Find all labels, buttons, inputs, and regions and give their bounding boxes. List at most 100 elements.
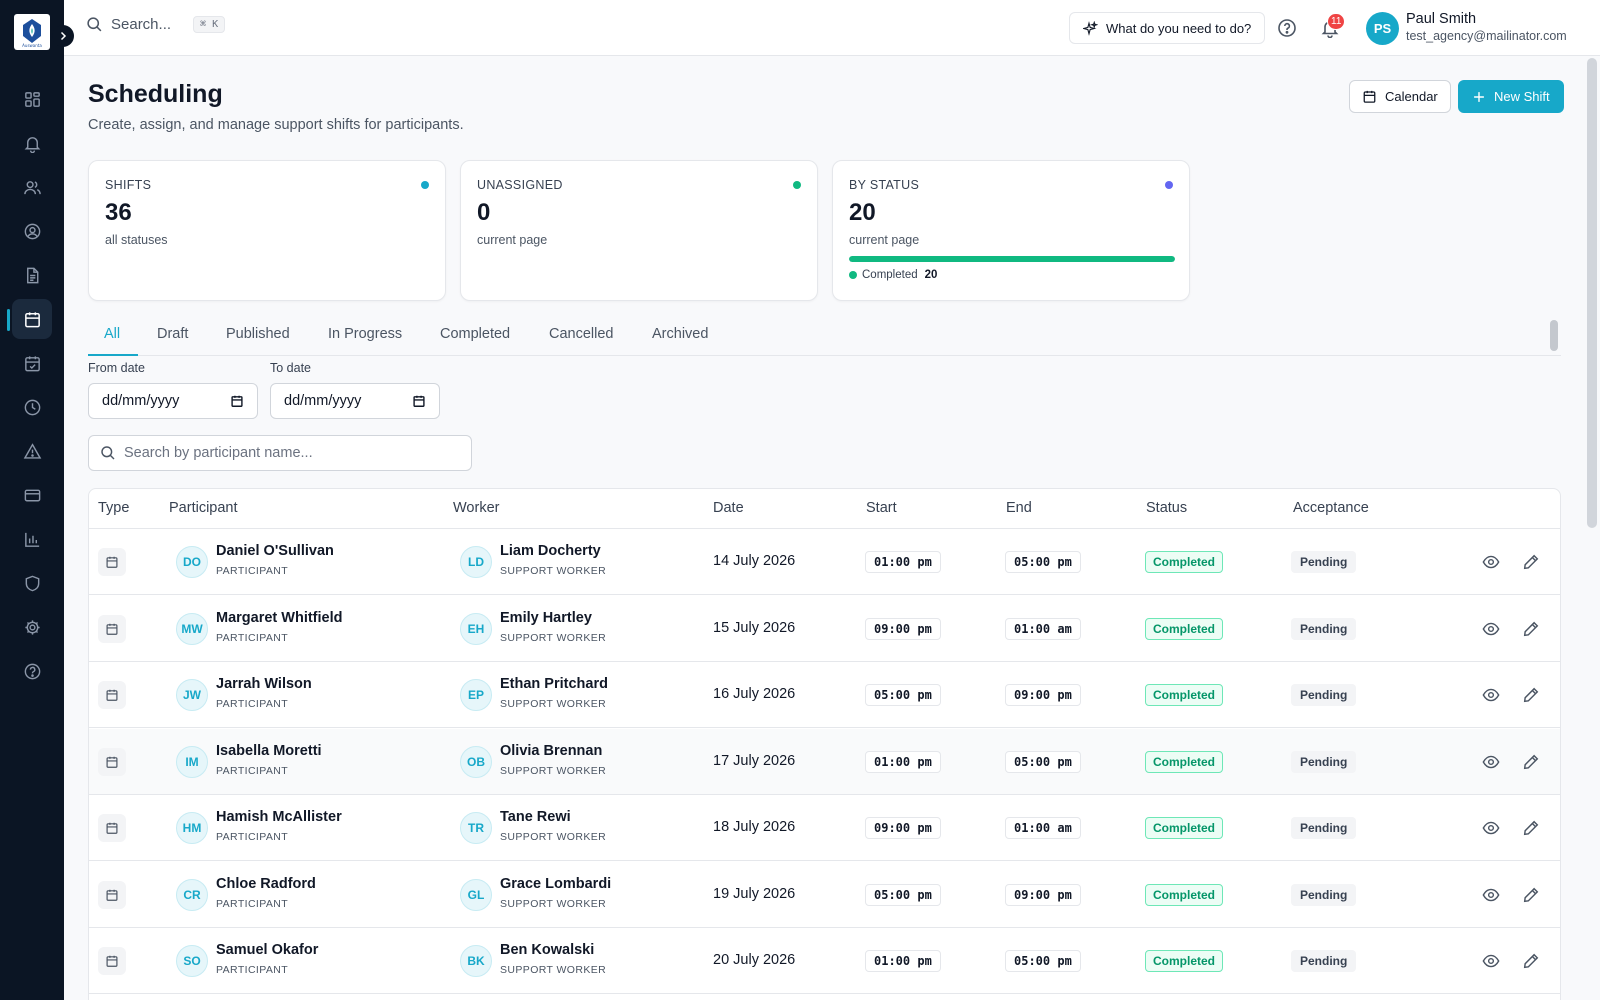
tab-archived[interactable]: Archived [652,326,709,342]
table-row[interactable]: HM Hamish McAllister PARTICIPANT TR Tane… [89,795,1560,861]
shift-end-time: 09:00 pm [1005,684,1081,706]
participant-name[interactable]: Samuel Okafor [216,942,319,958]
worker-name[interactable]: Ben Kowalski [500,942,595,958]
worker-name[interactable]: Liam Docherty [500,543,601,559]
shift-start-time: 01:00 pm [865,950,941,972]
view-icon[interactable] [1482,553,1500,571]
sidebar-collapse-button[interactable] [52,25,74,47]
document-icon [26,267,38,283]
column-header-date[interactable]: Date [713,500,744,516]
table-row[interactable]: JW Jarrah Wilson PARTICIPANT EP Ethan Pr… [89,662,1560,728]
from-date-input[interactable]: dd/mm/yyyy [88,383,258,419]
table-row[interactable]: SO Samuel Okafor PARTICIPANT BK Ben Kowa… [89,928,1560,994]
tabs-scrollbar[interactable] [1550,320,1558,351]
table-row[interactable]: MW Margaret Whitfield PARTICIPANT EH Emi… [89,596,1560,662]
worker-avatar: EP [460,679,492,711]
nav-help[interactable] [12,651,52,691]
column-header-status[interactable]: Status [1146,500,1188,516]
nav-timesheets[interactable] [12,387,52,427]
view-icon[interactable] [1482,819,1500,837]
edit-pencil-icon[interactable] [1522,952,1540,970]
worker-name[interactable]: Grace Lombardi [500,875,612,892]
nav-reports[interactable] [12,519,52,559]
participant-name[interactable]: Chloe Radford [216,875,316,892]
view-icon[interactable] [1482,753,1500,771]
participant-name[interactable]: Isabella Moretti [216,742,322,759]
participant-name[interactable]: Hamish McAllister [216,809,342,825]
view-icon[interactable] [1482,886,1500,904]
edit-pencil-icon[interactable] [1522,886,1540,904]
shift-start-time: 01:00 pm [865,750,941,773]
nav-dashboard[interactable] [12,79,52,119]
nav-documents[interactable] [12,255,52,295]
ai-assistant-button[interactable]: What do you need to do? [1069,12,1266,44]
participant-name[interactable]: Daniel O'Sullivan [216,543,334,559]
nav-rostering[interactable] [12,343,52,383]
nav-users[interactable] [12,167,52,207]
global-search[interactable]: Search... ⌘ K [86,16,226,33]
worker-name[interactable]: Ethan Pritchard [500,676,608,692]
worker-name[interactable]: Olivia Brennan [500,742,603,759]
participant-search-input[interactable] [124,445,444,461]
edit-pencil-icon[interactable] [1522,553,1540,571]
search-icon [87,17,102,32]
tab-completed[interactable]: Completed [440,326,511,342]
view-icon[interactable] [1482,686,1500,704]
stat-card-unassigned: UNASSIGNED 0 current page [460,160,818,301]
status-badge: Completed [1145,817,1224,839]
calendar-picker-icon[interactable] [412,394,426,408]
nav-billing[interactable] [12,475,52,515]
column-header-end[interactable]: End [1006,500,1032,516]
status-progress-fill [849,256,1175,262]
nav-profile[interactable] [12,211,52,251]
acceptance-badge: Pending [1291,817,1357,839]
help-icon [24,663,40,679]
edit-pencil-icon[interactable] [1522,686,1540,704]
column-header-worker[interactable]: Worker [453,500,500,516]
participant-search[interactable] [88,435,472,471]
table-row[interactable]: DO Daniel O'Sullivan PARTICIPANT LD Liam… [89,529,1560,595]
chevron-right-icon [60,31,67,41]
calendar-button-label: Calendar [1385,89,1438,104]
shift-date: 17 July 2026 [713,752,796,769]
to-date-input[interactable]: dd/mm/yyyy [270,383,440,419]
edit-pencil-icon[interactable] [1522,819,1540,837]
nav-compliance[interactable] [12,563,52,603]
new-shift-button[interactable]: New Shift [1458,80,1564,113]
tab-cancelled[interactable]: Cancelled [549,326,614,342]
user-avatar[interactable]: PS [1366,12,1399,45]
column-header-type[interactable]: Type [98,500,130,516]
view-icon[interactable] [1482,952,1500,970]
stat-value: 36 [105,199,132,226]
calendar-icon [106,623,118,635]
table-row[interactable]: CR Chloe Radford PARTICIPANT GL Grace Lo… [89,862,1560,928]
participant-name[interactable]: Margaret Whitfield [216,609,343,626]
tab-published[interactable]: Published [226,326,290,342]
nav-settings[interactable] [12,607,52,647]
acceptance-badge: Pending [1291,551,1357,573]
nav-incidents[interactable] [12,431,52,471]
help-icon[interactable] [1277,18,1297,38]
tab-all[interactable]: All [104,326,121,342]
column-header-participant[interactable]: Participant [169,500,238,516]
nav-scheduling[interactable] [12,299,52,339]
worker-role: SUPPORT WORKER [500,764,607,777]
worker-name[interactable]: Tane Rewi [500,809,571,825]
nav-notifications[interactable] [12,123,52,163]
column-header-acceptance[interactable]: Acceptance [1293,500,1369,516]
page-scrollbar[interactable] [1587,58,1597,528]
participant-name[interactable]: Jarrah Wilson [216,676,312,692]
calendar-picker-icon[interactable] [230,394,244,408]
edit-pencil-icon[interactable] [1522,753,1540,771]
view-icon[interactable] [1482,620,1500,638]
column-header-start[interactable]: Start [866,500,897,516]
worker-name[interactable]: Emily Hartley [500,609,592,626]
edit-pencil-icon[interactable] [1522,620,1540,638]
stat-label: UNASSIGNED [477,178,563,192]
tab-draft[interactable]: Draft [157,326,189,342]
calendar-view-button[interactable]: Calendar [1349,80,1451,113]
table-row[interactable]: IM Isabella Moretti PARTICIPANT OB Olivi… [89,728,1560,795]
tab-in-progress[interactable]: In Progress [328,326,403,342]
app-logo[interactable]: Auswanta [14,14,50,50]
user-name[interactable]: Paul Smith [1406,11,1477,27]
